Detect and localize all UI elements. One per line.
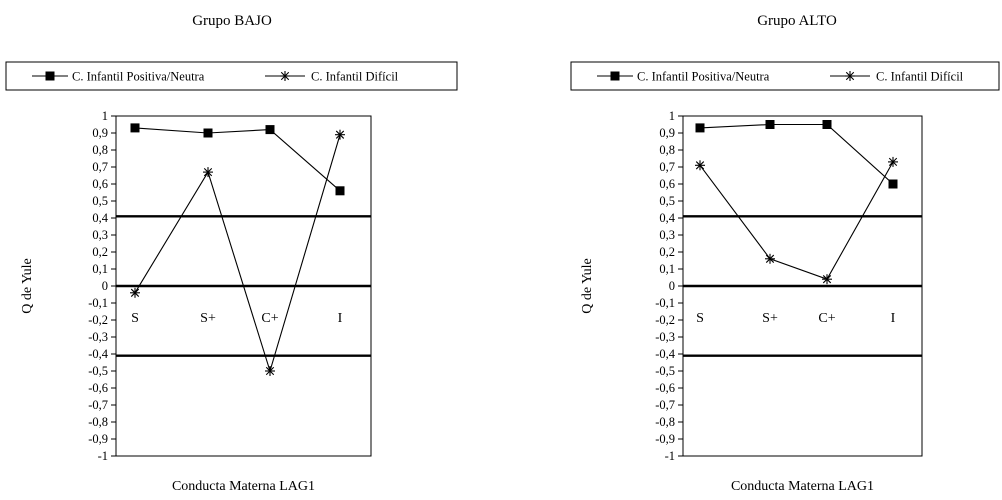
- y-tick-label: 0,6: [659, 177, 675, 191]
- series-dificil: [130, 129, 345, 376]
- y-tick-label: 0: [102, 279, 108, 293]
- data-point: [203, 128, 213, 138]
- series-positiva-neutra: [695, 120, 898, 189]
- y-tick-label: 0,5: [92, 194, 108, 208]
- y-tick-label: -0,2: [655, 313, 675, 327]
- y-tick-label: -0,5: [88, 364, 108, 378]
- data-point: [822, 274, 832, 285]
- data-point: [335, 129, 345, 140]
- data-point: [822, 120, 832, 129]
- series-line: [699, 123, 894, 185]
- data-point: [130, 123, 140, 133]
- legend: C. Infantil Positiva/Neutra C. Infantil D…: [570, 61, 1000, 91]
- legend-entry: C. Infantil Positiva/Neutra: [32, 70, 205, 84]
- y-tick-label: -0,7: [655, 398, 675, 412]
- y-tick-label: -0,8: [88, 415, 108, 429]
- data-point: [203, 167, 213, 178]
- category-label: S: [696, 311, 704, 326]
- y-tick-label: 0,1: [659, 262, 675, 276]
- y-tick-label: -0,2: [88, 313, 108, 327]
- x-axis-label: Conducta Materna LAG1: [172, 479, 315, 494]
- y-tick-label: -1: [665, 449, 675, 463]
- y-tick-label: 0,2: [659, 245, 675, 259]
- y-tick-label: 0,3: [659, 228, 675, 242]
- y-tick-label: 0,8: [659, 143, 675, 157]
- legend-star-marker: [845, 71, 855, 81]
- y-tick-label: 0,6: [92, 177, 108, 191]
- y-tick-label: 0,5: [659, 194, 675, 208]
- category-label: C+: [261, 311, 278, 326]
- category-label: S: [131, 311, 139, 326]
- series-line: [699, 161, 894, 280]
- y-tick-label: 1: [102, 109, 108, 123]
- category-label: C+: [818, 311, 835, 326]
- y-tick-label: 0,8: [92, 143, 108, 157]
- y-tick-label: -0,4: [88, 347, 109, 361]
- legend-label: C. Infantil Difícil: [311, 70, 399, 84]
- x-axis-label: Conducta Materna LAG1: [731, 479, 874, 494]
- data-point: [695, 160, 705, 171]
- category-label: S+: [762, 311, 778, 326]
- y-tick-label: -0,5: [655, 364, 675, 378]
- y-tick-label: -0,3: [655, 330, 675, 344]
- y-tick-label: 0,3: [92, 228, 108, 242]
- series-dificil: [695, 156, 898, 285]
- legend-square-marker: [610, 71, 620, 81]
- y-tick-label: 0,2: [92, 245, 108, 259]
- y-tick-label: 0,7: [92, 160, 108, 174]
- y-tick-label: -0,9: [88, 432, 108, 446]
- legend-label: C. Infantil Positiva/Neutra: [72, 70, 205, 84]
- chart-title: Grupo ALTO: [757, 13, 837, 29]
- data-point: [265, 125, 275, 135]
- data-point: [888, 156, 898, 167]
- legend-star-marker: [280, 71, 290, 81]
- legend-entry: C. Infantil Difícil: [830, 70, 964, 84]
- data-point: [888, 179, 898, 189]
- chart-title: Grupo BAJO: [192, 13, 272, 29]
- legend-entry: C. Infantil Positiva/Neutra: [597, 70, 770, 84]
- legend-square-marker: [45, 71, 55, 81]
- y-tick-label: 0,9: [659, 126, 675, 140]
- legend-label: C. Infantil Difícil: [876, 70, 964, 84]
- y-tick-label: 0: [669, 279, 675, 293]
- y-tick-label: -0,4: [655, 347, 676, 361]
- legend: C. Infantil Positiva/Neutra C. Infantil D…: [5, 61, 458, 91]
- y-tick-label: 0,7: [659, 160, 675, 174]
- data-point: [695, 123, 705, 133]
- category-label: I: [891, 311, 896, 326]
- category-label: I: [338, 311, 343, 326]
- data-point: [265, 366, 275, 376]
- data-point: [130, 287, 140, 298]
- y-tick-label: 0,1: [92, 262, 108, 276]
- y-tick-label: -1: [98, 449, 108, 463]
- y-axis-label: Q de Yule: [580, 258, 595, 313]
- data-point: [765, 120, 775, 129]
- data-point: [335, 186, 345, 196]
- legend-entry: C. Infantil Difícil: [265, 70, 399, 84]
- y-axis-label: Q de Yule: [20, 258, 35, 313]
- category-label: S+: [200, 311, 216, 326]
- y-tick-label: 1: [669, 109, 675, 123]
- data-point: [765, 253, 775, 264]
- legend-label: C. Infantil Positiva/Neutra: [637, 70, 770, 84]
- y-tick-label: -0,8: [655, 415, 675, 429]
- y-tick-label: -0,7: [88, 398, 108, 412]
- y-tick-label: 0,4: [659, 211, 675, 225]
- y-tick-label: -0,1: [655, 296, 675, 310]
- y-tick-label: -0,9: [655, 432, 675, 446]
- y-tick-label: -0,1: [88, 296, 108, 310]
- y-tick-label: -0,3: [88, 330, 108, 344]
- y-tick-label: -0,6: [88, 381, 108, 395]
- y-tick-label: -0,6: [655, 381, 675, 395]
- y-tick-label: 0,9: [92, 126, 108, 140]
- series-line: [134, 134, 341, 373]
- series-positiva-neutra: [130, 123, 345, 196]
- y-tick-label: 0,4: [92, 211, 108, 225]
- series-line: [134, 127, 341, 192]
